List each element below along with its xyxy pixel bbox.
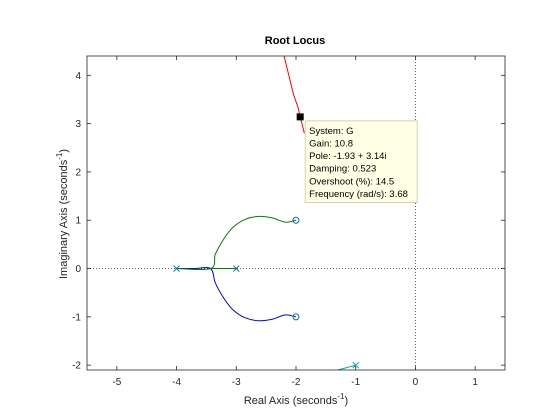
pole-stroke (232, 265, 240, 272)
series-layer (176, 56, 356, 370)
pole-stroke (173, 265, 180, 272)
y-tick-label: 4 (75, 71, 81, 82)
y-tick-label: 1 (75, 216, 81, 227)
datatip-line: Pole: -1.93 + 3.14i (309, 151, 386, 162)
y-tick-label: -2 (72, 361, 81, 372)
datatip-line: Damping: 0.523 (309, 164, 376, 175)
axes-background (87, 56, 505, 370)
locus-branch-2[interactable] (176, 215, 297, 271)
pole-stroke (352, 361, 360, 369)
y-tick-label: -1 (72, 312, 81, 323)
plot-area (86, 55, 506, 371)
x-tick-label: -5 (112, 377, 121, 388)
pole-zero-markers (173, 216, 360, 369)
x-tick-label: -1 (351, 377, 360, 388)
zero-marker[interactable] (292, 216, 300, 224)
x-tick-label: -4 (172, 377, 181, 388)
pole-marker[interactable] (232, 265, 240, 272)
datatip-box (304, 120, 418, 203)
x-axis-label-end: ) (345, 395, 349, 407)
pole-marker[interactable] (173, 265, 180, 272)
x-tick-label: 0 (413, 377, 419, 388)
x-tick-label: -3 (232, 377, 241, 388)
x-axis-label-sup: -1 (337, 392, 345, 401)
x-tick-label: -2 (292, 377, 301, 388)
locus-branch-5[interactable] (337, 364, 356, 370)
y-axis-label-sup: -1 (55, 152, 64, 160)
datatip-line: Frequency (rad/s): 3.68 (309, 189, 408, 200)
tick-marks (87, 56, 505, 370)
datatip-line: Gain: 10.8 (309, 138, 353, 149)
y-tick-label: 0 (75, 264, 81, 275)
pole-marker[interactable] (352, 361, 360, 369)
datatip-line: Overshoot (%): 14.5 (309, 176, 394, 187)
datatip-marker[interactable] (296, 113, 304, 121)
y-axis-label-text: Imaginary Axis (seconds (58, 159, 70, 279)
locus-branch-0[interactable] (176, 266, 297, 322)
locus-branch-4[interactable] (283, 56, 305, 134)
y-tick-label: 2 (75, 167, 81, 178)
x-tick-labels: -5 -4 -3 -2 -1 0 1 (112, 377, 478, 388)
x-axis-label: Real Axis (seconds-1) (244, 392, 348, 407)
x-tick-label: 1 (472, 377, 478, 388)
datatip-line: System: G (309, 126, 353, 137)
zero-marker[interactable] (292, 313, 300, 321)
y-axis-label-end: ) (58, 149, 70, 153)
chart-title: Root Locus (265, 35, 326, 47)
y-tick-label: 3 (75, 119, 81, 130)
y-axis-label: Imaginary Axis (seconds-1) (55, 149, 70, 279)
zero-lines (87, 56, 505, 370)
x-axis-label-text: Real Axis (seconds (244, 395, 338, 407)
y-tick-labels: -2 -1 0 1 2 3 4 (72, 71, 81, 372)
